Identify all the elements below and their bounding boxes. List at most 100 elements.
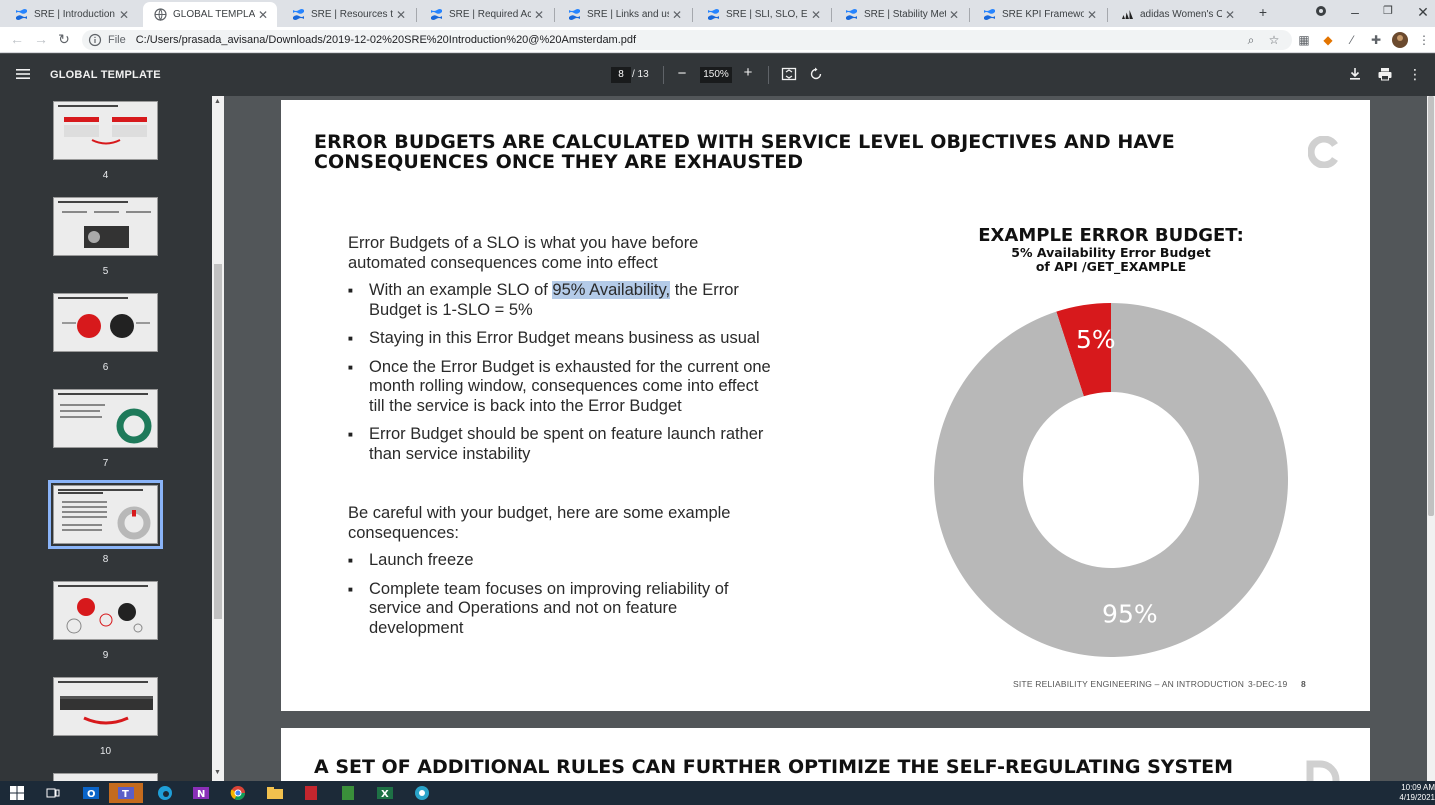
selected-text[interactable]: 95% Availability,	[552, 281, 670, 299]
avatar[interactable]	[1392, 32, 1408, 48]
thumbnail-page-8[interactable]	[53, 485, 158, 544]
svg-text:O: O	[87, 789, 96, 800]
reload-icon[interactable]: ↻	[55, 31, 73, 48]
back-arrow-icon[interactable]: ←	[8, 31, 26, 47]
forward-arrow-icon[interactable]: →	[32, 31, 50, 47]
pdf-app-icon[interactable]	[300, 783, 322, 803]
extension-shield-icon[interactable]: ◆	[1320, 32, 1336, 48]
zoom-in-button[interactable]: +	[740, 64, 756, 81]
scroll-down-icon[interactable]: ▼	[214, 769, 221, 776]
zoom-out-button[interactable]: −	[674, 65, 690, 82]
info-icon[interactable]	[88, 33, 102, 47]
bullet-text: Budget is 1-SLO = 5%	[369, 301, 533, 319]
thumbnail-page-4[interactable]	[53, 101, 158, 160]
pdf-toolbar: GLOBAL TEMPLATE 8 / 13 − 150% + ⋮	[0, 54, 1435, 96]
thumbnail-page-9[interactable]	[53, 581, 158, 640]
edge-app-icon[interactable]	[154, 783, 176, 803]
omnibox[interactable]: File C:/Users/prasada_avisana/Downloads/…	[82, 30, 1292, 50]
tab-close-icon[interactable]: ✕	[669, 8, 685, 22]
excel-app-icon[interactable]: X	[374, 783, 396, 803]
rotate-icon[interactable]	[808, 66, 824, 82]
system-clock[interactable]: 10:09 AM 4/19/2021	[1397, 783, 1435, 803]
more-options-icon[interactable]: ⋮	[1407, 66, 1423, 82]
extension-grid-icon[interactable]: ▦	[1296, 32, 1312, 48]
list-item: Once the Error Budget is exhausted for t…	[348, 358, 828, 417]
bullet-text: month rolling window, consequences come …	[369, 377, 759, 395]
bookmark-star-icon[interactable]: ☆	[1266, 32, 1282, 48]
tab-close-icon[interactable]: ✕	[531, 8, 547, 22]
thumbnail-page-11[interactable]	[53, 773, 158, 781]
browser-tab[interactable]: adidas Women's Origi✕	[1110, 2, 1244, 27]
scroll-up-icon[interactable]: ▲	[214, 98, 221, 105]
extensions-puzzle-icon[interactable]: ✚	[1368, 32, 1384, 48]
zoom-lens-icon[interactable]: ⌕	[1243, 32, 1259, 48]
tab-close-icon[interactable]: ✕	[393, 8, 409, 22]
svg-text:N: N	[197, 789, 205, 800]
tab-close-icon[interactable]: ✕	[255, 8, 271, 22]
extension-pen-icon[interactable]: ⁄	[1344, 32, 1360, 48]
browser-tab[interactable]: SRE KPI Framework - ✕	[972, 2, 1106, 27]
browser-tab[interactable]: GLOBAL TEMPLATE✕	[143, 2, 277, 27]
thumbnail-label: 6	[53, 362, 158, 373]
bullet-text: Error Budget should be spent on feature …	[369, 425, 763, 443]
document-scrollbar[interactable]	[1427, 96, 1435, 781]
sidebar-scrollbar[interactable]: ▲ ▼	[212, 96, 224, 781]
confluence-icon	[14, 8, 28, 22]
chrome-app-icon[interactable]	[227, 783, 249, 803]
onenote-app-icon[interactable]: N	[190, 783, 212, 803]
tab-close-icon[interactable]: ✕	[808, 8, 824, 22]
tab-separator	[554, 8, 555, 22]
new-tab-button[interactable]: +	[1252, 4, 1274, 20]
task-view-icon[interactable]	[42, 783, 64, 803]
thumbnail-page-6[interactable]	[53, 293, 158, 352]
teams-app-icon[interactable]: T	[109, 783, 143, 803]
print-icon[interactable]	[1377, 66, 1393, 82]
zoom-level-input[interactable]: 150%	[700, 67, 732, 83]
slide-body-text: Error Budgets of a SLO is what you have …	[348, 234, 828, 464]
windows-start-icon[interactable]	[6, 783, 28, 803]
thumbnail-page-10[interactable]	[53, 677, 158, 736]
app-circle-icon[interactable]	[411, 783, 433, 803]
spreadsheet-app-icon[interactable]	[337, 783, 359, 803]
bullet-text: till the service is back into the Error …	[369, 397, 682, 415]
clock-date: 4/19/2021	[1397, 793, 1435, 803]
tab-close-icon[interactable]: ✕	[1222, 8, 1238, 22]
browser-tab[interactable]: SRE | Stability Metrics✕	[834, 2, 968, 27]
close-window-button[interactable]: ✕	[1412, 4, 1434, 21]
download-icon[interactable]	[1347, 66, 1363, 82]
list-item: Complete team focuses on improving relia…	[348, 580, 828, 639]
confluence-icon	[706, 8, 720, 22]
tab-close-icon[interactable]: ✕	[1084, 8, 1100, 22]
thumbnail-page-5[interactable]	[53, 197, 158, 256]
chart-subtitle: 5% Availability Error Budget of API /GET…	[931, 246, 1291, 274]
restore-window-button[interactable]: ❐	[1377, 4, 1399, 17]
thumbnail-page-7[interactable]	[53, 389, 158, 448]
browser-tab[interactable]: SRE | Links and useful✕	[557, 2, 691, 27]
fit-page-icon[interactable]	[781, 66, 797, 82]
bullet-text: service and Operations and not on featur…	[369, 599, 677, 617]
profile-menu-icon[interactable]	[1310, 4, 1332, 20]
error-budget-donut-chart: 5%95%	[931, 300, 1291, 660]
page-number-input[interactable]: 8	[611, 67, 631, 83]
url-text[interactable]: C:/Users/prasada_avisana/Downloads/2019-…	[136, 34, 636, 46]
confluence-icon	[291, 8, 305, 22]
browser-tab[interactable]: SRE | Introduction for✕	[4, 2, 138, 27]
minimize-window-button[interactable]: –	[1344, 4, 1366, 20]
tab-separator	[416, 8, 417, 22]
tab-title: SRE | Stability Metrics	[864, 9, 946, 20]
document-scroll-thumb[interactable]	[1428, 96, 1434, 516]
tab-separator	[969, 8, 970, 22]
svg-text:T: T	[122, 789, 129, 800]
outlook-app-icon[interactable]: O	[80, 783, 102, 803]
tab-close-icon[interactable]: ✕	[946, 8, 962, 22]
browser-tab[interactable]: SRE | Resources to und✕	[281, 2, 415, 27]
browser-tab[interactable]: SRE | SLI, SLO, Error B✕	[696, 2, 830, 27]
sidebar-scroll-thumb[interactable]	[214, 264, 222, 619]
browser-tab[interactable]: SRE | Required Access✕	[419, 2, 553, 27]
file-explorer-app-icon[interactable]	[264, 783, 286, 803]
tab-close-icon[interactable]: ✕	[116, 8, 132, 22]
bullet-text: Once the Error Budget is exhausted for t…	[369, 358, 771, 376]
browser-menu-icon[interactable]: ⋮	[1416, 32, 1432, 48]
hamburger-menu-icon[interactable]	[16, 67, 30, 86]
tab-separator	[692, 8, 693, 22]
